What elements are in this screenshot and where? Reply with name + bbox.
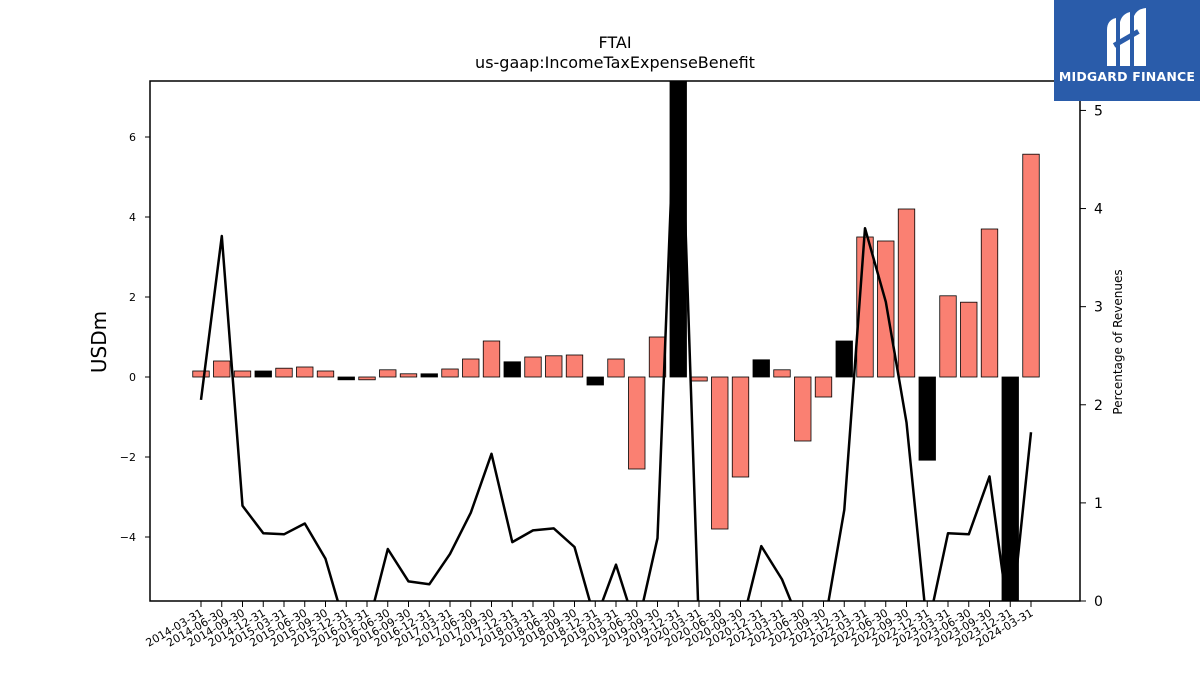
bar-2016-06-30 — [379, 369, 397, 378]
bar-2020-09-30 — [731, 376, 750, 478]
midgard-finance-logo: MIDGARD FINANCE — [1054, 0, 1200, 101]
bar-2016-03-31 — [358, 376, 376, 381]
bar-2019-03-31 — [607, 358, 625, 378]
bar-2015-03-31 — [275, 367, 293, 378]
y2-axis-label: Percentage of Revenues — [1111, 269, 1125, 414]
y2-tick-label: 2 — [1094, 398, 1103, 414]
y-axis-label: USDm — [87, 311, 111, 373]
y-tick-label: −2 — [120, 451, 136, 464]
line-group — [199, 81, 1033, 601]
percentage-line — [199, 81, 1033, 601]
bar-2018-09-30 — [565, 354, 584, 378]
midgard-logo-icon — [1107, 8, 1146, 66]
bar-2018-12-31 — [586, 376, 604, 386]
bar-2015-12-31 — [337, 376, 355, 381]
y2-tick-label: 0 — [1094, 594, 1103, 610]
bar-2022-06-30 — [877, 240, 895, 378]
bar-2017-06-30 — [462, 358, 480, 378]
bar-2022-09-30 — [897, 208, 916, 378]
bar-2018-06-30 — [545, 355, 563, 378]
bar-2016-12-31 — [420, 373, 438, 378]
bar-2021-06-30 — [794, 376, 812, 442]
bar-2017-03-31 — [441, 368, 459, 378]
y-tick-label: −4 — [120, 531, 136, 544]
y-tick-label: 4 — [129, 211, 136, 224]
bar-2014-03-31 — [192, 370, 210, 378]
axes-group: −4−202460123452014-03-312014-06-302014-0… — [120, 80, 1103, 650]
bar-2021-09-30 — [814, 376, 833, 398]
plot-frame — [149, 80, 1081, 602]
bar-2020-12-31 — [752, 359, 770, 378]
bar-2023-03-31 — [939, 295, 957, 378]
chart-subtitle: us-gaap:IncomeTaxExpenseBenefit — [475, 53, 755, 72]
bar-2020-06-30 — [711, 376, 729, 530]
bar-2023-12-31 — [1001, 376, 1019, 601]
y-tick-label: 6 — [129, 131, 136, 144]
chart-title: FTAI — [598, 33, 631, 52]
bar-2016-09-30 — [399, 373, 418, 378]
bar-2019-12-31 — [669, 81, 687, 378]
bar-2015-06-30 — [296, 366, 314, 378]
bars-group — [192, 81, 1040, 601]
bar-2024-03-31 — [1022, 153, 1040, 378]
y2-tick-label: 1 — [1094, 496, 1103, 512]
bar-2017-12-31 — [503, 361, 521, 378]
y-tick-label: 2 — [129, 291, 136, 304]
bar-2014-09-30 — [233, 370, 252, 378]
y2-tick-label: 4 — [1094, 202, 1103, 218]
bar-2021-12-31 — [835, 340, 853, 378]
bar-2023-09-30 — [980, 228, 999, 378]
bar-2020-03-31 — [690, 376, 708, 382]
y2-tick-label: 3 — [1094, 300, 1103, 316]
bar-2019-06-30 — [628, 376, 646, 470]
bar-2017-09-30 — [482, 340, 501, 378]
bar-2015-09-30 — [316, 370, 335, 378]
bar-2022-12-31 — [918, 376, 936, 461]
bar-2014-12-31 — [254, 370, 272, 378]
bar-2014-06-30 — [213, 360, 231, 378]
y-tick-label: 0 — [129, 371, 136, 384]
bar-2018-03-31 — [524, 356, 542, 378]
y2-tick-label: 5 — [1094, 103, 1103, 119]
logo-text: MIDGARD FINANCE — [1058, 69, 1196, 84]
bar-2023-06-30 — [960, 301, 978, 378]
bar-2021-03-31 — [773, 369, 791, 378]
